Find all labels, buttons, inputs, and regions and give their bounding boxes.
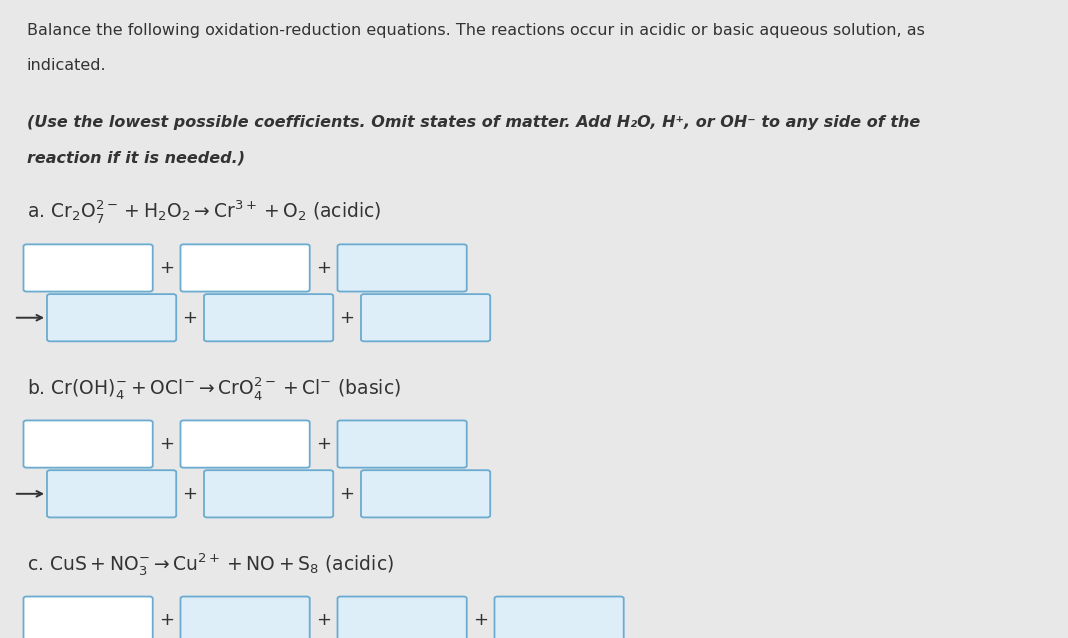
Text: +: + — [159, 435, 174, 453]
FancyBboxPatch shape — [23, 597, 153, 638]
FancyBboxPatch shape — [180, 420, 310, 468]
Text: +: + — [159, 611, 174, 629]
Text: indicated.: indicated. — [27, 58, 107, 73]
Text: +: + — [340, 309, 355, 327]
FancyBboxPatch shape — [180, 244, 310, 292]
FancyBboxPatch shape — [337, 597, 467, 638]
Text: +: + — [340, 485, 355, 503]
Text: a. $\mathregular{Cr_2O_7^{2-} + H_2O_2 \rightarrow Cr^{3+} + O_2}$ (acidic): a. $\mathregular{Cr_2O_7^{2-} + H_2O_2 \… — [27, 198, 381, 225]
FancyBboxPatch shape — [23, 244, 153, 292]
Text: +: + — [183, 485, 198, 503]
Text: c. $\mathregular{CuS + NO_3^{-} \rightarrow Cu^{2+} + NO + S_8}$ (acidic): c. $\mathregular{CuS + NO_3^{-} \rightar… — [27, 551, 394, 577]
Text: +: + — [316, 435, 331, 453]
Text: +: + — [316, 259, 331, 277]
FancyBboxPatch shape — [204, 294, 333, 341]
FancyBboxPatch shape — [47, 470, 176, 517]
FancyBboxPatch shape — [494, 597, 624, 638]
FancyBboxPatch shape — [337, 244, 467, 292]
Text: reaction if it is needed.): reaction if it is needed.) — [27, 151, 245, 166]
Text: b. $\mathregular{Cr(OH)_4^{-} + OCl^{-} \rightarrow CrO_4^{2-} + Cl^{-}}$ (basic: b. $\mathregular{Cr(OH)_4^{-} + OCl^{-} … — [27, 375, 400, 401]
FancyBboxPatch shape — [47, 294, 176, 341]
FancyBboxPatch shape — [337, 420, 467, 468]
Text: Balance the following oxidation-reduction equations. The reactions occur in acid: Balance the following oxidation-reductio… — [27, 23, 925, 38]
FancyBboxPatch shape — [361, 470, 490, 517]
FancyBboxPatch shape — [361, 294, 490, 341]
Text: +: + — [159, 259, 174, 277]
FancyBboxPatch shape — [23, 420, 153, 468]
FancyBboxPatch shape — [204, 470, 333, 517]
Text: +: + — [183, 309, 198, 327]
Text: +: + — [473, 611, 488, 629]
Text: +: + — [316, 611, 331, 629]
FancyBboxPatch shape — [180, 597, 310, 638]
Text: (Use the lowest possible coefficients. Omit states of matter. Add H₂O, H⁺, or OH: (Use the lowest possible coefficients. O… — [27, 115, 920, 131]
